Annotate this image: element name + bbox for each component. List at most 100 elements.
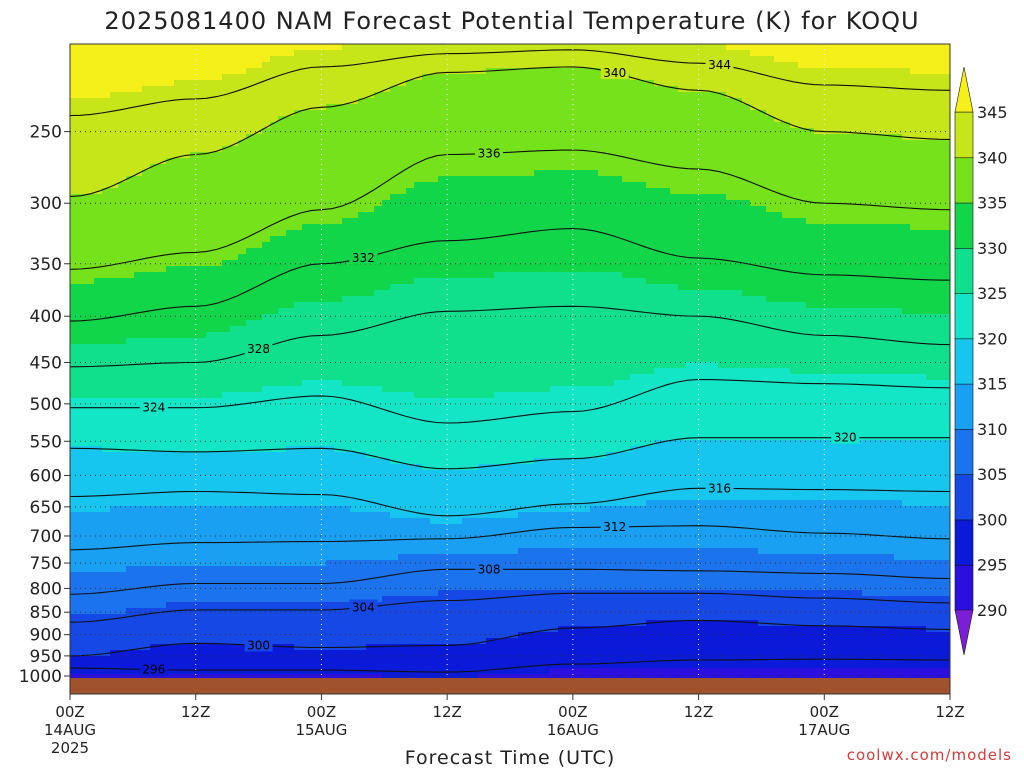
x-tick-label: 12Z xyxy=(935,703,964,721)
contour-line-300 xyxy=(70,619,950,657)
x-tick-label: 12Z xyxy=(181,703,210,721)
contour-line-312 xyxy=(70,525,950,551)
contour-label-bg xyxy=(244,637,273,652)
y-tick-label: 400 xyxy=(30,307,62,327)
colorbar-tick-label: 295 xyxy=(977,556,1008,575)
colorbar-segment xyxy=(954,473,974,521)
y-tick-label: 450 xyxy=(30,353,62,373)
y-tick-label: 750 xyxy=(30,554,62,574)
contour-label-316: 316 xyxy=(708,481,731,495)
contour-line-304 xyxy=(70,592,950,623)
colorbar-extend-max xyxy=(954,66,974,113)
y-tick-label: 500 xyxy=(30,395,62,415)
contour-label-layer: 296 300 304 308 312 316 320 324 328 332 336 340 344 xyxy=(139,56,860,677)
x-tick-date: 16AUG xyxy=(547,721,599,739)
y-axis: 250 300 350 400 450 500 550 600 650 700 750 800 850 9… xyxy=(19,123,70,687)
y-tick-label: 650 xyxy=(30,498,62,518)
theta-fill-layer xyxy=(70,44,950,678)
contour-label-304: 304 xyxy=(352,600,375,614)
contour-label-324: 324 xyxy=(142,401,165,415)
contour-label-bg xyxy=(349,599,378,614)
x-tick-year: 2025 xyxy=(51,739,89,757)
y-tick-label: 250 xyxy=(30,123,62,143)
plot-frame xyxy=(69,43,951,695)
contour-line-336 xyxy=(70,149,950,270)
colorbar-segment xyxy=(954,428,974,475)
contour-label-344: 344 xyxy=(708,58,731,72)
colorbar-tick-label: 320 xyxy=(977,329,1008,348)
y-tick-label: 300 xyxy=(30,194,62,214)
y-tick-label: 350 xyxy=(30,255,62,275)
contour-label-332: 332 xyxy=(352,251,375,265)
contour-label-bg xyxy=(831,429,860,444)
contour-line-328 xyxy=(70,305,950,368)
colorbar-tick-label: 315 xyxy=(977,375,1008,394)
colorbar-tick-label: 305 xyxy=(977,465,1008,484)
y-tick-label: 950 xyxy=(30,647,62,667)
x-tick-label: 12Z xyxy=(432,703,461,721)
ground-bar xyxy=(70,678,950,694)
contour-label-320: 320 xyxy=(834,431,857,445)
colorbar-segment xyxy=(954,111,974,159)
contour-label-340: 340 xyxy=(603,66,626,80)
contour-label-bg xyxy=(600,65,629,80)
y-tick-label: 850 xyxy=(30,603,62,623)
contour-label-336: 336 xyxy=(478,146,501,160)
contour-line-296 xyxy=(70,658,950,673)
x-tick-date: 15AUG xyxy=(295,721,347,739)
contour-label-308: 308 xyxy=(478,562,501,576)
contour-label-300: 300 xyxy=(247,638,270,652)
contour-line-324 xyxy=(70,378,950,424)
colorbar-tick-label: 310 xyxy=(977,420,1008,439)
contour-label-328: 328 xyxy=(247,342,270,356)
colorbar-tick-label: 330 xyxy=(977,239,1008,258)
contour-label-bg xyxy=(705,56,734,71)
chart-title: 2025081400 NAM Forecast Potential Temper… xyxy=(104,7,919,35)
contour-label-bg xyxy=(475,561,504,576)
colorbar-tick-label: 340 xyxy=(977,148,1008,167)
contour-label-bg xyxy=(244,341,273,356)
contour-line-340 xyxy=(70,66,950,198)
x-tick-date: 14AUG xyxy=(44,721,96,739)
colorbar-segment xyxy=(954,338,974,385)
contour-line-332 xyxy=(70,228,950,322)
colorbar-extend-min xyxy=(954,609,974,656)
contour-label-bg xyxy=(705,480,734,495)
theta-contour-layer xyxy=(70,49,950,673)
y-tick-label: 700 xyxy=(30,527,62,547)
contour-label-296: 296 xyxy=(142,663,165,677)
colorbar-tick-label: 300 xyxy=(977,510,1008,529)
contour-label-bg xyxy=(600,519,629,534)
y-tick-label: 1000 xyxy=(19,667,62,687)
colorbar-segment xyxy=(954,156,974,204)
x-axis-label: Forecast Time (UTC) xyxy=(405,747,615,768)
colorbar-segment xyxy=(954,519,974,566)
grid-layer xyxy=(70,44,950,678)
x-tick-label: 00Z xyxy=(55,703,84,721)
contour-line-308 xyxy=(70,568,950,595)
y-tick-label: 800 xyxy=(30,579,62,599)
colorbar-tick-label: 290 xyxy=(977,601,1008,620)
colorbar-tick-label: 345 xyxy=(977,103,1008,122)
colorbar-tick-label: 325 xyxy=(977,284,1008,303)
x-tick-label: 00Z xyxy=(558,703,587,721)
x-tick-label: 12Z xyxy=(684,703,713,721)
contour-label-bg xyxy=(139,399,168,414)
colorbar-segment xyxy=(954,564,974,611)
x-tick-date: 17AUG xyxy=(798,721,850,739)
colorbar: 290 295 300 305 310 315 320 325 330 335 340 345 xyxy=(954,66,1008,656)
x-tick-label: 00Z xyxy=(810,703,839,721)
contour-line-320 xyxy=(70,437,950,470)
colorbar-segment xyxy=(954,383,974,430)
y-tick-label: 550 xyxy=(30,432,62,452)
colorbar-tick-label: 335 xyxy=(977,194,1008,213)
credit-text: coolwx.com/models xyxy=(847,746,1012,764)
contour-label-bg xyxy=(349,249,378,264)
contour-line-316 xyxy=(70,487,950,517)
colorbar-segment xyxy=(954,247,974,294)
contour-line-344 xyxy=(70,49,950,117)
y-tick-label: 600 xyxy=(30,466,62,486)
y-tick-label: 900 xyxy=(30,626,62,646)
